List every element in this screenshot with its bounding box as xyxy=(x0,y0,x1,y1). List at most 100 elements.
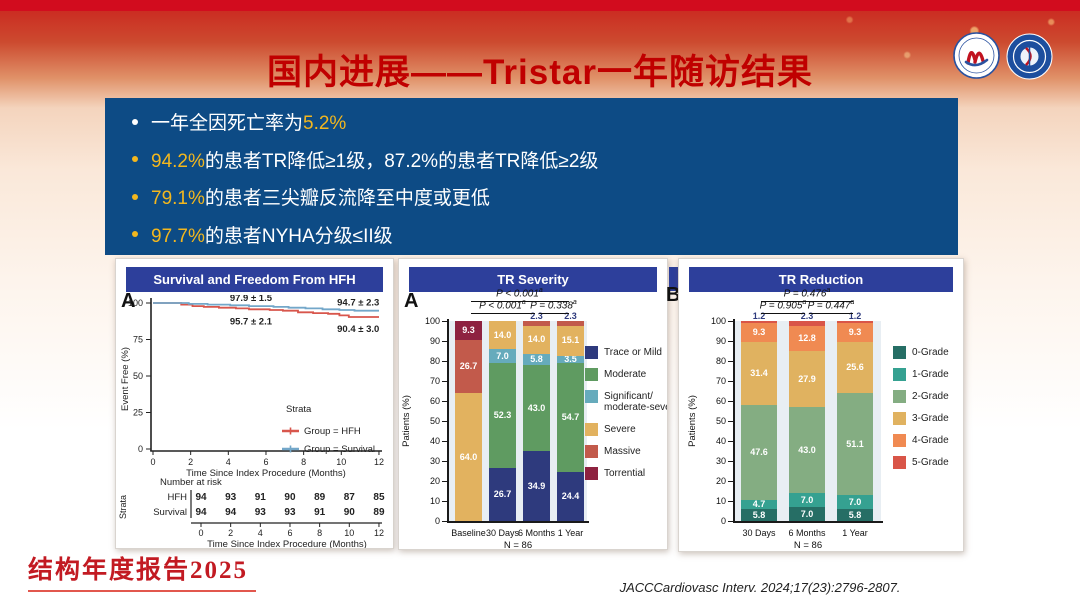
svg-text:95.7 ± 2.1: 95.7 ± 2.1 xyxy=(230,316,273,327)
svg-text:12: 12 xyxy=(374,457,384,467)
p-value-label: P < 0.001a xyxy=(496,287,543,300)
bar-value-label: 26.7 xyxy=(493,488,512,499)
page-title: 国内进展——Tristar一年随访结果 xyxy=(266,53,813,92)
occluded-panel-fragment xyxy=(669,267,678,291)
x-category-label: 6 Months xyxy=(517,528,556,538)
bar-segment xyxy=(837,342,873,394)
bar-value-label: 26.7 xyxy=(459,360,478,371)
x-category-label: 30 Days xyxy=(485,528,520,538)
bar-segment xyxy=(789,507,825,521)
x-axis-line xyxy=(447,521,589,523)
bullet-text: 79.1%的患者三尖瓣反流降至中度或更低 xyxy=(151,188,490,210)
p-bracket-line xyxy=(538,313,569,314)
y-tick-label: 30 xyxy=(715,456,726,466)
svg-text:94.7 ± 2.3: 94.7 ± 2.3 xyxy=(337,298,379,309)
svg-text:93: 93 xyxy=(255,507,267,518)
bar-segment xyxy=(741,342,777,405)
svg-text:90: 90 xyxy=(344,507,356,518)
y-tick-label: 90 xyxy=(715,336,726,346)
y-tick-mark xyxy=(728,500,733,502)
bar-segment xyxy=(489,321,516,349)
svg-text:2: 2 xyxy=(228,528,233,538)
legend-swatch xyxy=(893,390,906,403)
legend-label: 3-Grade xyxy=(912,413,949,424)
bar-value-label: 9.3 xyxy=(848,327,862,338)
summary-panel: 一年全因死亡率为5.2% 94.2%的患者TR降低≥1级，87.2%的患者TR降… xyxy=(105,98,958,255)
bar-segment xyxy=(489,349,516,363)
legend-label: 1-Grade xyxy=(912,369,949,380)
bar-segment xyxy=(455,339,482,393)
km-survival-chart: 0 25 50 75 100 0 2 4 6 8 10 12 Time Since Index Proc… xyxy=(116,259,393,548)
svg-text:2: 2 xyxy=(188,457,193,467)
y-tick-mark xyxy=(728,380,733,382)
bar-segment xyxy=(489,467,516,521)
bar-value-label: 24.4 xyxy=(561,491,580,502)
x-category-label: Baseline xyxy=(451,528,486,538)
bar-segment xyxy=(741,321,777,324)
y-tick-mark xyxy=(728,420,733,422)
bar-value-label: 54.7 xyxy=(561,412,580,422)
svg-text:93: 93 xyxy=(284,507,296,518)
panel-letter-b: B xyxy=(666,284,681,306)
chart-title-bar: Survival and Freedom From HFH xyxy=(126,267,383,292)
bar-segment xyxy=(557,321,584,326)
legend-swatch xyxy=(585,368,598,381)
legend-swatch xyxy=(585,346,598,359)
legend-swatch xyxy=(585,423,598,436)
bullet-text: 94.2%的患者TR降低≥1级，87.2%的患者TR降低≥2级 xyxy=(151,150,599,172)
bar-value-label: 27.9 xyxy=(798,373,816,384)
y-tick-label: 20 xyxy=(715,476,726,486)
bar-value-label: 15.1 xyxy=(561,335,580,346)
legend-label: 0-Grade xyxy=(912,347,949,358)
svg-text:89: 89 xyxy=(314,492,326,503)
chart-title-bar: TR Severity xyxy=(409,267,657,292)
bar-value-label: 7.0 xyxy=(848,496,862,507)
y-tick-mark xyxy=(442,440,447,442)
legend-label: Significant/ moderate-severe xyxy=(604,391,667,413)
bar-segment xyxy=(741,509,777,521)
bar-value-label: 7.0 xyxy=(800,494,814,505)
y-tick-label: 70 xyxy=(429,376,440,386)
y-tick-label: 100 xyxy=(710,316,726,326)
legend-swatch xyxy=(585,390,598,403)
y-tick-label: 50 xyxy=(715,416,726,426)
y-axis-title: Patients (%) xyxy=(687,395,698,447)
bar-segment xyxy=(557,362,584,473)
bar-segment xyxy=(523,451,550,521)
y-tick-mark xyxy=(442,400,447,402)
svg-text:85: 85 xyxy=(373,492,385,503)
bar-segment xyxy=(837,509,873,521)
bar-segment xyxy=(557,472,584,521)
svg-text:Time Since Index Procedure (Mo: Time Since Index Procedure (Months) xyxy=(186,468,346,479)
bar-segment xyxy=(557,355,584,363)
panel-letter-a: A xyxy=(121,290,136,312)
bar-value-label: 5.8 xyxy=(530,353,543,364)
p-bracket-line xyxy=(761,313,805,314)
bar-value-label: 64.0 xyxy=(459,451,478,462)
legend-swatch xyxy=(893,368,906,381)
x-category-label: 1 Year xyxy=(557,528,584,538)
survival-chart-card: Survival and Freedom From HFH A 0 25 50 75 1… xyxy=(115,258,394,549)
bullet-item-tr-moderate: 79.1%的患者三尖瓣反流降至中度或更低 xyxy=(105,178,958,216)
sample-note: N = 86 xyxy=(793,540,823,551)
y-tick-label: 20 xyxy=(429,476,440,486)
y-tick-label: 60 xyxy=(429,396,440,406)
y-axis-title: Patients (%) xyxy=(401,395,412,447)
bar-value-label: 5.8 xyxy=(848,509,862,520)
bar-segment xyxy=(837,393,873,496)
svg-text:Survival: Survival xyxy=(153,507,187,518)
legend-swatch xyxy=(585,445,598,458)
p-bracket-line xyxy=(470,301,569,302)
hospital-logo-2 xyxy=(1006,33,1053,80)
footer-brand: 结构年度报告2025 xyxy=(28,550,257,592)
top-red-strip xyxy=(0,0,1080,11)
hospital-logo-2-icon xyxy=(1006,33,1053,80)
legend-swatch xyxy=(893,346,906,359)
tr-reduction-chart: 0 10 20 30 40 50 60 70 80 90 100 Patients (%) 5.8 4.7… xyxy=(679,259,963,551)
bar-top-label: 2.3 xyxy=(800,311,814,321)
svg-text:87: 87 xyxy=(344,492,356,503)
tr-severity-chart-card: TR Severity A 0 10 20 30 40 50 60 70 80 90 100 Pati… xyxy=(398,258,668,550)
bar-value-label: 9.3 xyxy=(752,327,766,338)
svg-text:8: 8 xyxy=(317,528,322,538)
